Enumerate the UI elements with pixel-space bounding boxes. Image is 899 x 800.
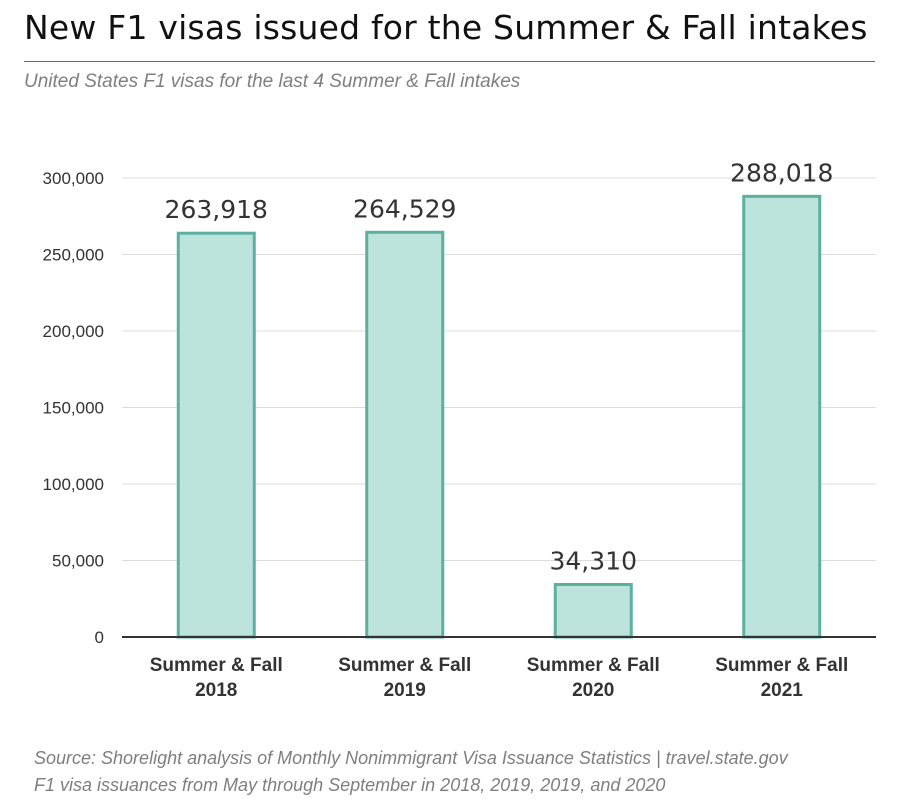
x-tick-label: 2019 [384,680,426,701]
data-label: 263,918 [165,195,268,224]
y-axis-ticks: 0 50,000 100,000 150,000 200,000 250,000 300,0… [43,169,104,647]
x-axis-labels: Summer & Fall 2018 Summer & Fall 2019 Summer… [150,655,849,701]
chart-title: New F1 visas issued for the Summer & Fal… [24,8,868,47]
source-line-2: F1 visa issuances from May through Septe… [34,775,666,795]
y-tick-label: 300,000 [43,169,104,188]
bar [176,231,256,639]
x-tick-label: 2021 [761,680,804,701]
bar [742,194,822,639]
bars [176,194,822,639]
y-tick-label: 50,000 [52,552,104,571]
x-tick-label: Summer & Fall [527,655,660,676]
x-tick-label: Summer & Fall [338,655,471,676]
x-tick-label: Summer & Fall [715,655,848,676]
y-tick-label: 200,000 [43,322,104,341]
y-tick-label: 100,000 [43,475,104,494]
source-note: Source: Shorelight analysis of Monthly N… [34,745,788,799]
chart-subtitle: United States F1 visas for the last 4 Su… [24,71,521,92]
source-line-1: Source: Shorelight analysis of Monthly N… [34,748,788,768]
x-tick-label: 2018 [195,680,237,701]
y-tick-label: 250,000 [43,246,104,265]
x-tick-label: 2020 [572,680,614,701]
data-label: 34,310 [550,547,637,576]
x-tick-label: Summer & Fall [150,655,283,676]
bar [365,230,445,639]
y-tick-label: 0 [95,628,104,647]
bar [553,583,633,639]
data-label: 288,018 [730,158,833,187]
title-divider [24,61,875,62]
data-label: 264,529 [353,194,456,223]
data-labels: 263,918 264,529 34,310 288,018 [165,158,834,575]
bar-chart: 0 50,000 100,000 150,000 200,000 250,000 300,0… [43,158,876,701]
y-tick-label: 150,000 [43,399,104,418]
